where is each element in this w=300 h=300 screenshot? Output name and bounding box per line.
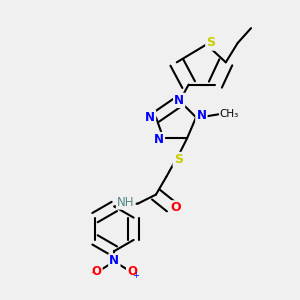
Text: ⁻: ⁻ bbox=[90, 271, 95, 281]
Text: N: N bbox=[196, 109, 206, 122]
Text: S: S bbox=[174, 153, 183, 166]
Text: N: N bbox=[109, 254, 119, 267]
Text: N: N bbox=[145, 111, 155, 124]
Text: O: O bbox=[171, 202, 182, 214]
Text: NH: NH bbox=[117, 196, 134, 208]
Text: O: O bbox=[127, 265, 137, 278]
Text: O: O bbox=[92, 265, 101, 278]
Text: +: + bbox=[133, 271, 140, 280]
Text: CH₃: CH₃ bbox=[220, 109, 239, 119]
Text: N: N bbox=[174, 94, 184, 107]
Text: N: N bbox=[154, 133, 164, 146]
Text: S: S bbox=[206, 37, 215, 50]
